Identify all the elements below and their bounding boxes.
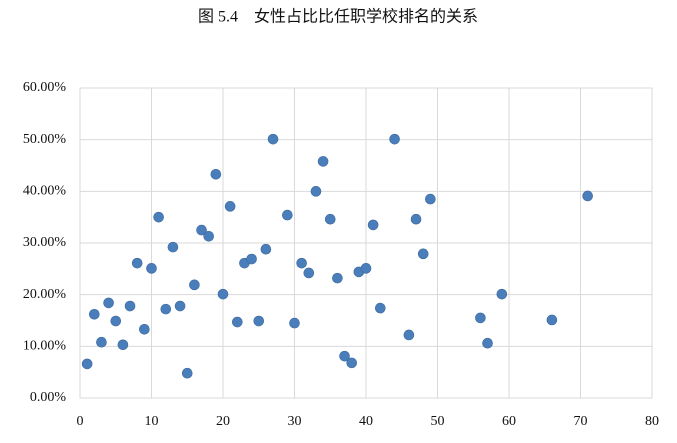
- data-point: [103, 297, 114, 309]
- data-point: [89, 308, 100, 320]
- data-point: [303, 267, 315, 279]
- data-point: [260, 243, 272, 255]
- data-point: [324, 213, 336, 225]
- data-point: [246, 253, 257, 265]
- data-point: [117, 339, 129, 351]
- data-point: [196, 224, 207, 236]
- data-point: [417, 248, 429, 260]
- data-point: [289, 317, 300, 329]
- data-point: [339, 350, 350, 362]
- data-point: [81, 358, 93, 370]
- data-point: [482, 337, 493, 349]
- data-point: [253, 315, 265, 327]
- y-tick-label: 10.00%: [23, 339, 67, 354]
- data-point: [232, 316, 243, 328]
- y-tick-label: 50.00%: [23, 132, 67, 147]
- data-point: [189, 279, 200, 291]
- data-point: [181, 367, 193, 379]
- y-tick-label: 40.00%: [23, 184, 67, 199]
- data-point: [146, 263, 157, 274]
- data-point: [389, 133, 400, 145]
- data-point: [167, 241, 179, 253]
- data-point: [224, 201, 236, 212]
- x-tick-label: 0: [77, 414, 84, 429]
- x-tick-label: 60: [502, 414, 516, 429]
- data-point: [296, 257, 307, 269]
- x-tick-label: 70: [574, 414, 588, 429]
- data-point: [546, 314, 558, 326]
- data-point: [131, 257, 143, 269]
- data-point: [203, 230, 214, 242]
- data-point: [124, 300, 136, 312]
- y-tick-label: 20.00%: [23, 287, 67, 302]
- data-point: [110, 315, 122, 327]
- data-point: [153, 211, 164, 223]
- data-point: [139, 323, 150, 335]
- data-point: [410, 213, 422, 225]
- data-point: [582, 190, 593, 202]
- x-tick-label: 10: [145, 414, 159, 429]
- data-point: [360, 263, 372, 274]
- data-point: [346, 357, 358, 369]
- data-point: [310, 186, 322, 197]
- data-point: [332, 272, 343, 284]
- x-tick-label: 50: [431, 414, 445, 429]
- data-point: [174, 300, 186, 312]
- data-point: [160, 303, 172, 315]
- data-point: [475, 312, 486, 324]
- data-point: [217, 288, 229, 300]
- data-point: [317, 156, 329, 167]
- x-tick-label: 20: [216, 414, 230, 429]
- data-point: [496, 288, 508, 300]
- data-point: [403, 329, 415, 341]
- x-tick-label: 80: [645, 414, 659, 429]
- x-tick-label: 30: [288, 414, 302, 429]
- data-point: [425, 193, 436, 205]
- y-tick-label: 0.00%: [30, 390, 67, 405]
- data-point: [367, 219, 379, 231]
- chart-title: 图 5.4 女性占比比任职学校排名的关系: [198, 7, 478, 26]
- data-point: [282, 209, 293, 221]
- data-point: [96, 336, 107, 348]
- x-tick-label: 40: [359, 414, 373, 429]
- y-tick-label: 30.00%: [23, 235, 67, 250]
- data-point: [374, 302, 386, 314]
- data-point: [210, 168, 222, 180]
- y-tick-label: 60.00%: [23, 80, 67, 95]
- data-point: [267, 133, 279, 145]
